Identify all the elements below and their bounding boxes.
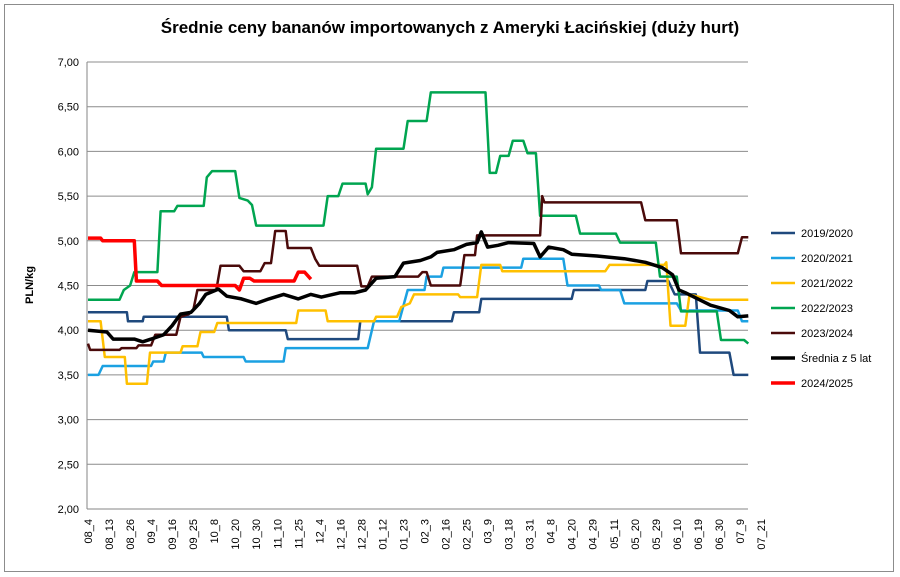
x-tick-label: 11_25 [293,519,305,549]
x-tick-label: 03_31 [525,519,537,550]
x-tick-label: 04_20 [567,519,579,550]
x-tick-label: 07_21 [756,519,768,550]
x-tick-label: 08_4 [83,519,95,543]
x-tick-label: 02_3 [419,519,431,543]
y-tick-label: 6,00 [58,146,79,158]
x-tick-label: 02_16 [441,519,453,550]
x-tick-label: 08_13 [104,519,116,550]
x-tick-label: 10_30 [251,519,263,550]
x-tick-label: 07_9 [735,519,747,543]
y-tick-label: 3,00 [58,415,79,427]
x-tick-label: 05_20 [630,519,642,550]
y-tick-label: 4,50 [58,281,79,293]
legend-label: 2020/2021 [801,253,853,265]
x-tick-label: 05_11 [609,519,621,549]
y-tick-label: 3,50 [58,370,79,382]
series-lines [86,91,750,386]
x-tick-label: 02_25 [462,519,474,550]
x-tick-label: 05_29 [651,519,663,550]
gridlines [86,61,748,510]
y-tick-label: 5,00 [58,236,79,248]
x-tick-label: 04_29 [588,519,600,550]
x-tick-label: 09_16 [167,519,179,550]
x-tick-label: 12_28 [356,519,368,550]
y-tick-label: 2,50 [58,459,79,471]
x-tick-label: 04_8 [546,519,558,543]
x-tick-label: 03_18 [504,519,516,550]
x-tick-label: 09_4 [146,519,158,543]
x-tick-label: 06_30 [714,519,726,550]
y-tick-label: 2,00 [58,504,79,516]
y-axis-label: PLN/kg [24,266,36,304]
y-tick-label: 7,00 [58,57,79,69]
x-tick-label: 01_12 [377,519,389,550]
x-tick-label: 06_10 [672,519,684,550]
series-line--rednia-z-5-lat [87,230,749,344]
y-tick-label: 5,50 [58,191,79,203]
series-line-2022-2023 [88,91,750,345]
legend-label: 2023/2024 [801,328,853,340]
y-tick-label: 4,00 [58,325,79,337]
x-tick-label: 03_9 [483,519,495,543]
chart-frame [4,4,894,572]
legend-label: Średnia z 5 lat [801,352,871,365]
y-tick-label: 6,50 [58,102,79,114]
x-tick-label: 06_19 [693,519,705,550]
series-line-2020-2021 [88,257,749,377]
x-tick-label: 11_10 [272,519,284,549]
x-tick-label: 08_26 [125,519,137,550]
legend-label: 2022/2023 [801,303,853,315]
x-tick-label: 10_20 [230,519,242,550]
series-line-2023-2024 [86,194,749,352]
y-tick-labels: 2,00 2,50 3,00 3,50 4,00 4,50 5,00 5,50 6,00 6,50… [58,57,79,516]
series-line-2024-2025 [88,236,313,292]
chart-title: Średnie ceny bananów importowanych z Ame… [160,18,740,37]
x-tick-label: 10_8 [209,519,221,543]
x-tick-label: 12_16 [335,519,347,550]
x-tick-label: 09_25 [188,519,200,550]
legend-label: 2024/2025 [801,378,853,390]
x-tick-labels: 08_4 08_13 08_26 09_4 09_16 09_25 10_8 10_20 10_… [83,519,768,550]
legend-label: 2019/2020 [801,228,853,240]
x-tick-label: 01_23 [398,519,410,550]
legend-label: 2021/2022 [801,278,853,290]
x-tick-label: 12_4 [314,519,326,543]
legend: 2019/2020 2020/2021 2021/2022 2022/2023 2023… [771,228,871,390]
